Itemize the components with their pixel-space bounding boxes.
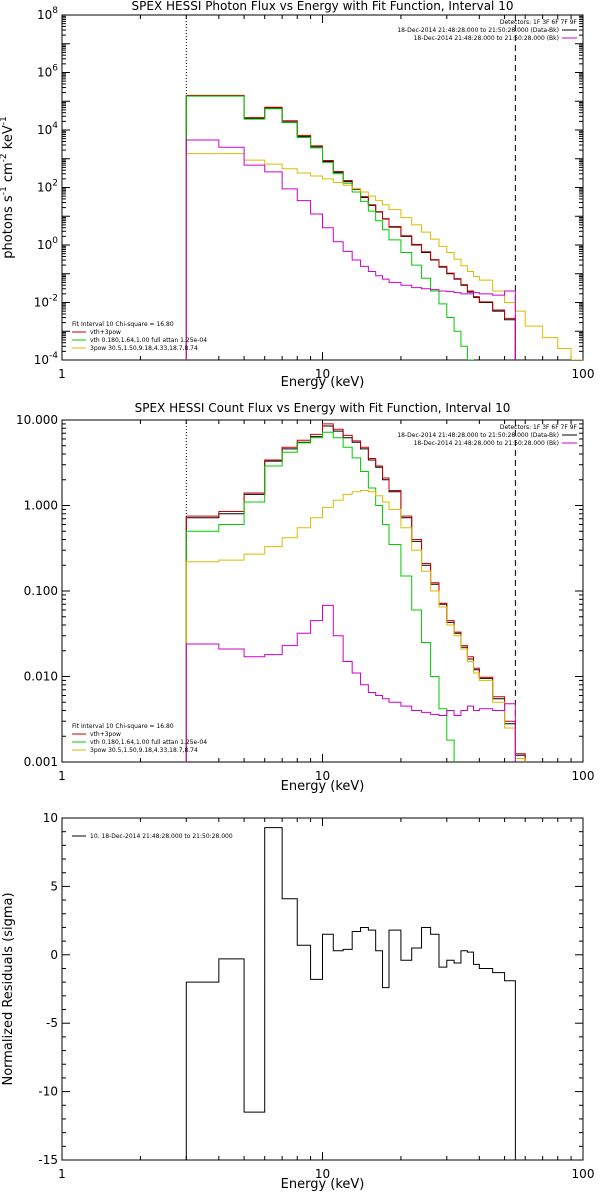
y-tick-base: 10 (34, 353, 49, 367)
y-tick-label: -10 (38, 1085, 58, 1099)
y-tick-label: 0.100 (24, 584, 58, 598)
legend-entry: 3pow 30.5,1.50,9.18,4.33,18.7,8.74 (90, 345, 198, 352)
legend-entry: vth+3pow (90, 329, 121, 336)
x-tick-label: 100 (572, 769, 595, 783)
y-tick-label: 100 (37, 236, 58, 252)
chart-1: SPEX HESSI Photon Flux vs Energy with Fi… (0, 0, 594, 390)
y-label-sup: -1 (0, 186, 9, 195)
legend-detectors: Detectors: 1F 3F 6F 7F 9F (500, 424, 578, 431)
y-tick-label: -15 (38, 1153, 58, 1167)
series-line-2 (185, 423, 526, 762)
y-tick-label: -5 (46, 1016, 58, 1030)
x-tick-label: 1 (58, 769, 66, 783)
y-label-sup: -1 (0, 116, 9, 125)
legend-detectors: Detectors: 1F 3F 6F 7F 9F (500, 19, 578, 26)
y-tick-label: 108 (37, 6, 58, 22)
x-tick-label: 10 (315, 769, 330, 783)
legend-entry: 3pow 30.5,1.50,9.18,4.33,18.7,8.74 (90, 747, 198, 754)
series-line-1 (185, 95, 516, 360)
y-tick-label: 5 (50, 879, 58, 893)
series-line-1 (185, 827, 516, 1160)
x-tick-label: 10 (315, 367, 330, 381)
x-axis-label: Energy (keV) (281, 779, 365, 794)
y-tick-label: 10 (43, 811, 58, 825)
chart-2: SPEX HESSI Count Flux vs Energy with Fit… (16, 401, 594, 794)
series-line-3 (185, 95, 475, 360)
legend-entry: vth+3pow (90, 731, 121, 738)
y-label-part: keV (1, 125, 16, 153)
series-line-5 (185, 604, 516, 762)
x-tick-label: 100 (572, 367, 595, 381)
x-tick-label: 10 (315, 1167, 330, 1181)
y-tick-base: 10 (37, 238, 52, 252)
x-axis-label: Energy (keV) (281, 375, 365, 390)
y-tick-exponent: 0 (52, 236, 58, 246)
y-tick-label: 106 (37, 64, 58, 80)
y-tick-exponent: 8 (52, 6, 58, 16)
series-line-4 (185, 153, 583, 360)
legend-header: Fit Interval 10 Chi-square = 16.80 (72, 321, 174, 328)
legend-header: Fit Interval 10 Chi-square = 16.80 (72, 723, 174, 730)
y-tick-exponent: 6 (52, 64, 58, 74)
data-layer (185, 15, 583, 360)
x-tick-label: 100 (572, 1167, 595, 1181)
y-tick-base: 10 (37, 66, 52, 80)
data-layer (185, 420, 526, 762)
legend-entry: 18-Dec-2014 21:48:28.000 to 21:50:28.000… (397, 432, 559, 439)
series-line-5 (185, 139, 516, 360)
y-tick-label: 10-4 (34, 351, 59, 367)
y-tick-exponent: -2 (49, 294, 58, 304)
y-tick-label: 0.001 (24, 755, 58, 769)
y-tick-label: 10-2 (34, 294, 58, 310)
y-axis-label: photons s-1 cm-2 keV-1 (0, 116, 16, 258)
y-tick-label: 0.010 (24, 670, 58, 684)
chart-title: SPEX HESSI Photon Flux vs Energy with Fi… (132, 0, 514, 13)
plot-frame (61, 817, 584, 1161)
y-tick-exponent: -4 (49, 351, 58, 361)
legend-entry: 18-Dec-2014 21:48:28.000 to 21:50:28.000… (414, 35, 559, 42)
y-tick-exponent: 2 (52, 179, 58, 189)
y-tick-base: 10 (37, 8, 52, 22)
y-axis-label: Normalized Residuals (sigma) (1, 892, 16, 1085)
legend-entry: vth 0.180,1.64,1.00 full attan 1.25e-04 (90, 337, 207, 344)
y-tick-exponent: 4 (52, 121, 58, 131)
plot-frame (61, 14, 584, 361)
series-line-4 (185, 489, 526, 762)
y-label-part: photons s (1, 195, 16, 259)
x-tick-label: 1 (58, 1167, 66, 1181)
y-tick-label: 0 (50, 948, 58, 962)
y-tick-label: 1.000 (24, 499, 58, 513)
y-tick-label: 102 (37, 179, 58, 195)
y-tick-label: 10.000 (16, 413, 58, 427)
y-tick-label: 104 (37, 121, 58, 137)
y-tick-base: 10 (37, 181, 52, 195)
legend-entry: 18-Dec-2014 21:48:28.000 to 21:50:28.000… (414, 440, 559, 447)
x-tick-label: 1 (58, 367, 66, 381)
legend-entry: 10. 18-Dec-2014 21:48:28.000 to 21:50:28… (90, 833, 233, 840)
y-label-part: cm (1, 162, 16, 186)
series-line-1 (185, 425, 526, 762)
y-tick-base: 10 (34, 296, 49, 310)
legend-entry: vth 0.180,1.64,1.00 full attan 1.25e-04 (90, 739, 207, 746)
y-label-sup: -2 (0, 153, 9, 162)
series-line-2 (185, 94, 516, 360)
series-line-3 (185, 431, 455, 762)
chart-title: SPEX HESSI Count Flux vs Energy with Fit… (135, 401, 511, 415)
legend-entry: 18-Dec-2014 21:48:28.000 to 21:50:28.000… (397, 27, 559, 34)
data-layer (185, 827, 516, 1160)
y-tick-base: 10 (37, 123, 52, 137)
x-axis-label: Energy (keV) (281, 1177, 365, 1192)
